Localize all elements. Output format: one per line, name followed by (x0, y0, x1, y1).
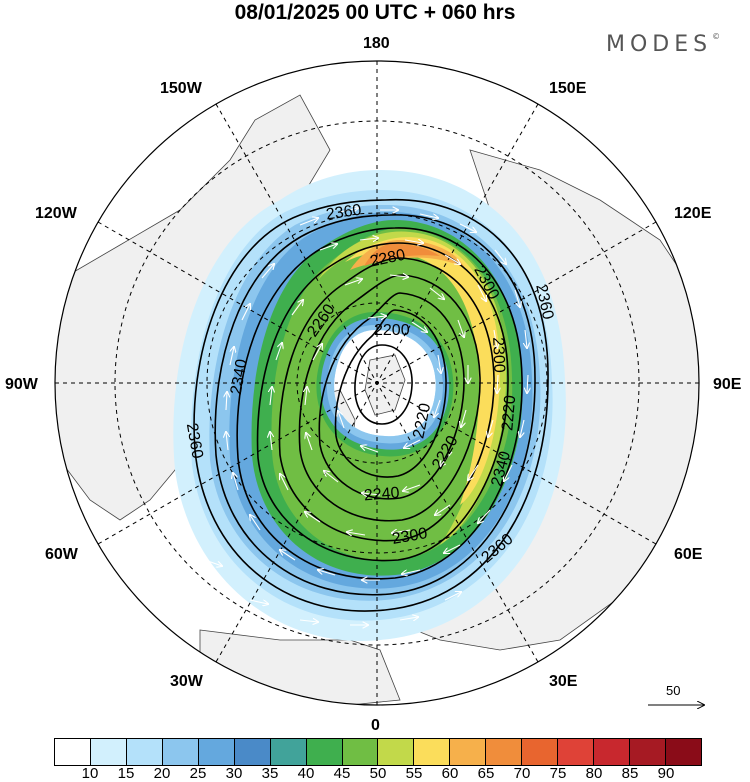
contour-label: 2220 (499, 394, 520, 432)
colorbar-swatch (522, 739, 559, 765)
colorbar-swatch (486, 739, 523, 765)
colorbar-swatch (234, 739, 271, 765)
colorbar-swatch (55, 739, 91, 765)
map-boundary (54, 60, 700, 706)
colorbar-tick-label: 45 (333, 765, 351, 782)
colorbar-tick-label: 70 (513, 765, 531, 782)
longitude-label-120w: 120W (35, 205, 77, 222)
colorbar-swatch (665, 739, 701, 765)
longitude-label-60e: 60E (674, 546, 703, 563)
longitude-label-180: 180 (363, 35, 390, 52)
contour-label: 2240 (363, 484, 401, 505)
colorbar-tick-label: 30 (225, 765, 243, 782)
colorbar-tick-label: 15 (117, 765, 135, 782)
longitude-label-0: 0 (371, 717, 380, 734)
longitude-label-150e: 150E (549, 80, 587, 97)
colorbar-swatch (342, 739, 379, 765)
modes-logo: MODES© (606, 32, 721, 57)
longitude-label-60w: 60W (45, 546, 78, 563)
height-contours (193, 198, 549, 612)
longitude-label-30e: 30E (549, 673, 578, 690)
colorbar-swatch (198, 739, 235, 765)
colorbar-tick-label: 75 (549, 765, 567, 782)
colorbar-tick-label: 25 (189, 765, 207, 782)
longitude-label-120e: 120E (674, 205, 712, 222)
colorbar-tick-label: 85 (621, 765, 639, 782)
longitude-label-150w: 150W (160, 80, 202, 97)
colorbar-tick-label: 40 (297, 765, 315, 782)
colorbar-tick-label: 65 (477, 765, 495, 782)
colorbar-swatch (450, 739, 487, 765)
colorbar-tick-label: 35 (261, 765, 279, 782)
colorbar-tick-label: 55 (405, 765, 423, 782)
colorbar-tick-label: 90 (657, 765, 675, 782)
colorbar-swatch (594, 739, 630, 765)
wind-vectors (204, 208, 528, 625)
colorbar-tick-label: 20 (153, 765, 171, 782)
chart-title: 08/01/2025 00 UTC + 060 hrs (234, 1, 516, 24)
graticule (55, 61, 699, 705)
longitude-label-30w: 30W (170, 673, 203, 690)
wind-speed-shading (173, 170, 566, 641)
colorbar-swatch (630, 739, 666, 765)
colorbar-swatch (414, 739, 451, 765)
colorbar-swatch (306, 739, 343, 765)
contour-label: 2200 (374, 322, 410, 339)
longitude-label-90e: 90E (713, 376, 742, 393)
colorbar-tick-label: 60 (441, 765, 459, 782)
reference-vector-label: 50 (666, 683, 681, 698)
polar-map (54, 60, 750, 740)
colorbar-swatch (558, 739, 595, 765)
colorbar-swatch (90, 739, 127, 765)
contour-label: 2300 (489, 336, 508, 374)
colorbar-swatch (126, 739, 163, 765)
longitude-label-90w: 90W (5, 376, 38, 393)
colorbar-swatch (162, 739, 199, 765)
colorbar-tick-label: 80 (585, 765, 603, 782)
colorbar-swatch (378, 739, 415, 765)
colorbar (54, 738, 702, 766)
colorbar-swatch (270, 739, 307, 765)
colorbar-tick-label: 50 (369, 765, 387, 782)
colorbar-tick-label: 10 (81, 765, 99, 782)
colorbar-ticks: 10 15 20 25 30 35 40 45 50 55 60 65 70 75 80 85 90 (54, 766, 702, 782)
